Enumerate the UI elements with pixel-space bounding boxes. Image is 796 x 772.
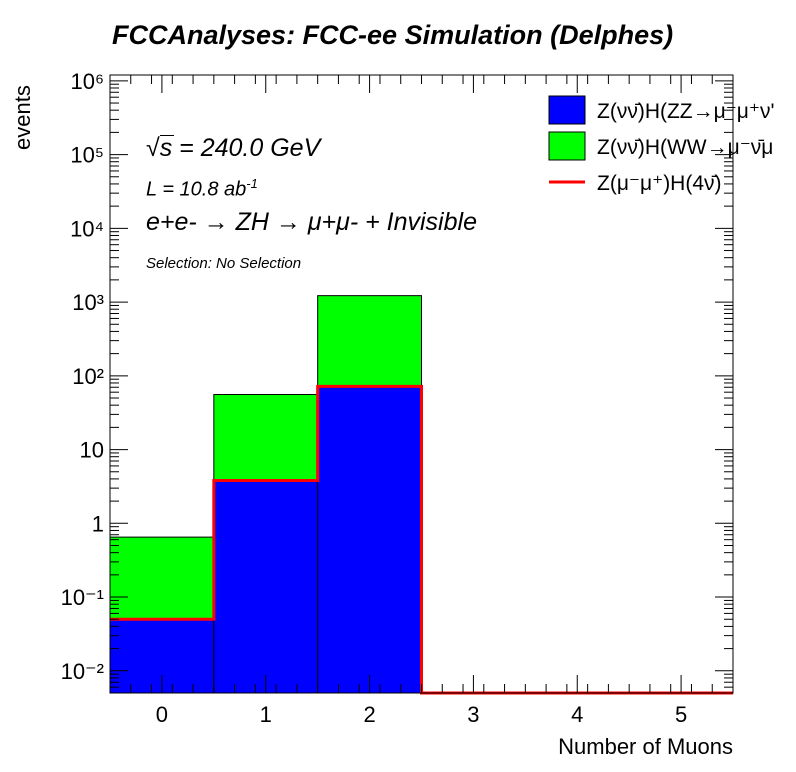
- luminosity-annotation: L = 10.8 ab-1: [146, 176, 258, 201]
- x-tick-label-2: 2: [363, 702, 375, 727]
- x-axis-label: Number of Muons: [558, 734, 733, 759]
- bar-0-bin-2: [317, 385, 422, 694]
- energy-annotation: √ s = 240.0 GeV: [146, 134, 321, 163]
- y-tick-label-0: 10⁻²: [61, 659, 104, 684]
- sqrt-symbol: √: [146, 134, 174, 163]
- y-tick-label-7: 10⁵: [70, 143, 104, 168]
- legend-swatch-1: [548, 131, 586, 161]
- y-tick-label-2: 1: [92, 511, 104, 536]
- x-tick-label-3: 3: [467, 702, 479, 727]
- y-tick-label-4: 10²: [72, 364, 104, 389]
- selection-annotation: Selection: No Selection: [146, 255, 302, 272]
- chart-title: FCCAnalyses: FCC-ee Simulation (Delphes): [112, 20, 674, 50]
- legend-label-1: Z(νν̄)H(WW→μ⁻ν̄μ: [597, 136, 773, 159]
- x-tick-label-4: 4: [571, 702, 583, 727]
- bar-0-bin-1: [213, 480, 319, 694]
- y-axis-label: events: [10, 85, 35, 150]
- y-tick-label-6: 10⁴: [70, 216, 104, 241]
- x-tick-label-1: 1: [260, 702, 272, 727]
- legend-label-0: Z(νν̄)H(ZZ→μ⁻μ⁺ν': [597, 100, 775, 123]
- y-tick-label-5: 10³: [72, 290, 104, 315]
- x-tick-label-0: 0: [156, 702, 168, 727]
- legend-swatch-0: [548, 95, 586, 125]
- process-annotation: e+e- → ZH → μ+μ- + Invisible: [146, 208, 477, 236]
- y-tick-label-3: 10: [80, 438, 104, 463]
- x-tick-label-5: 5: [675, 702, 687, 727]
- y-tick-label-8: 10⁶: [70, 69, 104, 94]
- legend-label-2: Z(μ⁻μ⁺)H(4ν̄): [597, 172, 722, 195]
- y-tick-label-1: 10⁻¹: [61, 585, 104, 610]
